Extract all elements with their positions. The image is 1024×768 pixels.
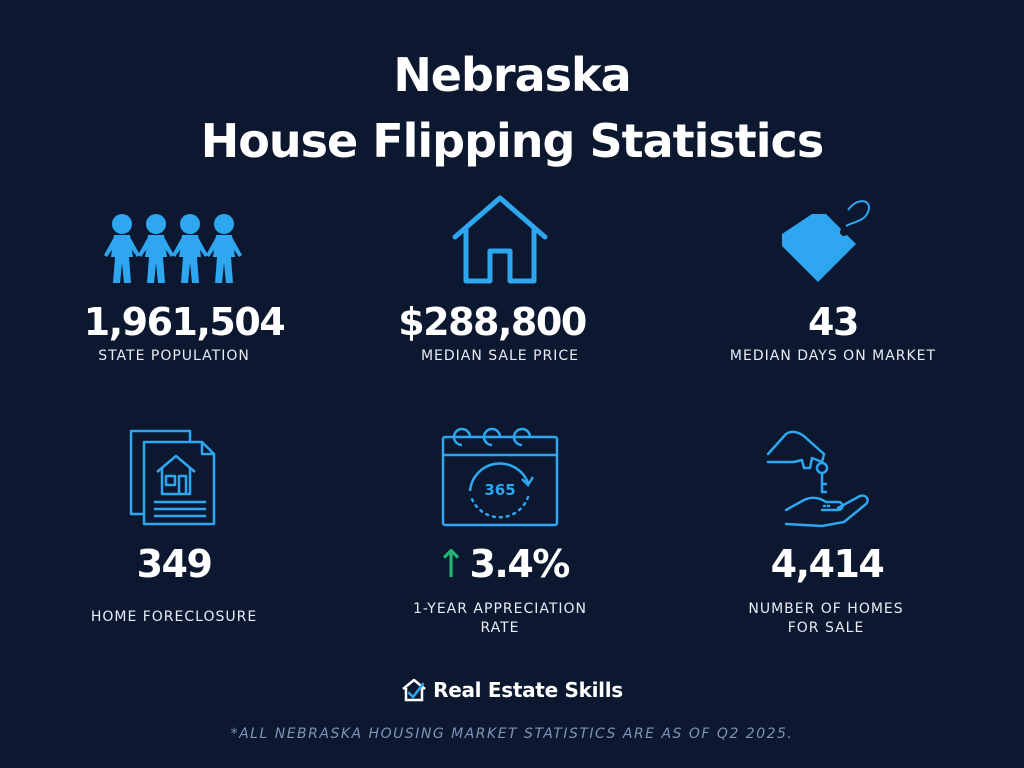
up-arrow-icon: ↑	[435, 542, 467, 586]
stat-homes-for-sale-label-line1: NUMBER OF HOMES	[748, 601, 904, 617]
stat-days-on-market-value: 43	[808, 300, 859, 344]
price-tag-icon	[778, 192, 874, 290]
stat-foreclosure-value: 349	[136, 542, 213, 586]
stat-homes-for-sale-label: NUMBER OF HOMES FOR SALE	[716, 600, 936, 638]
stat-sale-price-label: MEDIAN SALE PRICE	[420, 348, 580, 364]
stat-appreciation-number: 3.4%	[469, 542, 570, 586]
stat-population-label: STATE POPULATION	[98, 348, 250, 364]
footnote: *ALL NEBRASKA HOUSING MARKET STATISTICS …	[230, 726, 794, 742]
stat-homes-for-sale-label-line2: FOR SALE	[787, 620, 865, 636]
house-check-logo-icon	[402, 678, 426, 702]
stat-foreclosure-label: HOME FORECLOSURE	[90, 609, 258, 625]
stat-appreciation-label: 1-YEAR APPRECIATION RATE	[390, 600, 610, 638]
calendar-365-text: 365	[484, 481, 515, 499]
brand-name: Real Estate Skills	[433, 678, 623, 702]
stat-sale-price-value: $288,800	[398, 300, 587, 344]
stat-appreciation-value: ↑ 3.4%	[392, 545, 612, 583]
calendar-365-icon: 365	[440, 425, 560, 533]
stat-appreciation-label-line1: 1-YEAR APPRECIATION	[412, 601, 588, 617]
stat-homes-for-sale-value: 4,414	[770, 542, 885, 586]
foreclosure-document-icon	[128, 428, 218, 532]
people-icon	[104, 210, 244, 289]
house-icon	[452, 195, 548, 289]
stat-days-on-market-label: MEDIAN DAYS ON MARKET	[729, 348, 937, 364]
stat-appreciation-label-line2: RATE	[480, 620, 520, 636]
page-title-line2: House Flipping Statistics	[200, 114, 824, 168]
brand-logo: Real Estate Skills	[0, 678, 1024, 702]
hand-keys-icon	[764, 428, 876, 532]
stat-population-value: 1,961,504	[83, 300, 286, 344]
page-title-line1: Nebraska	[393, 48, 631, 102]
